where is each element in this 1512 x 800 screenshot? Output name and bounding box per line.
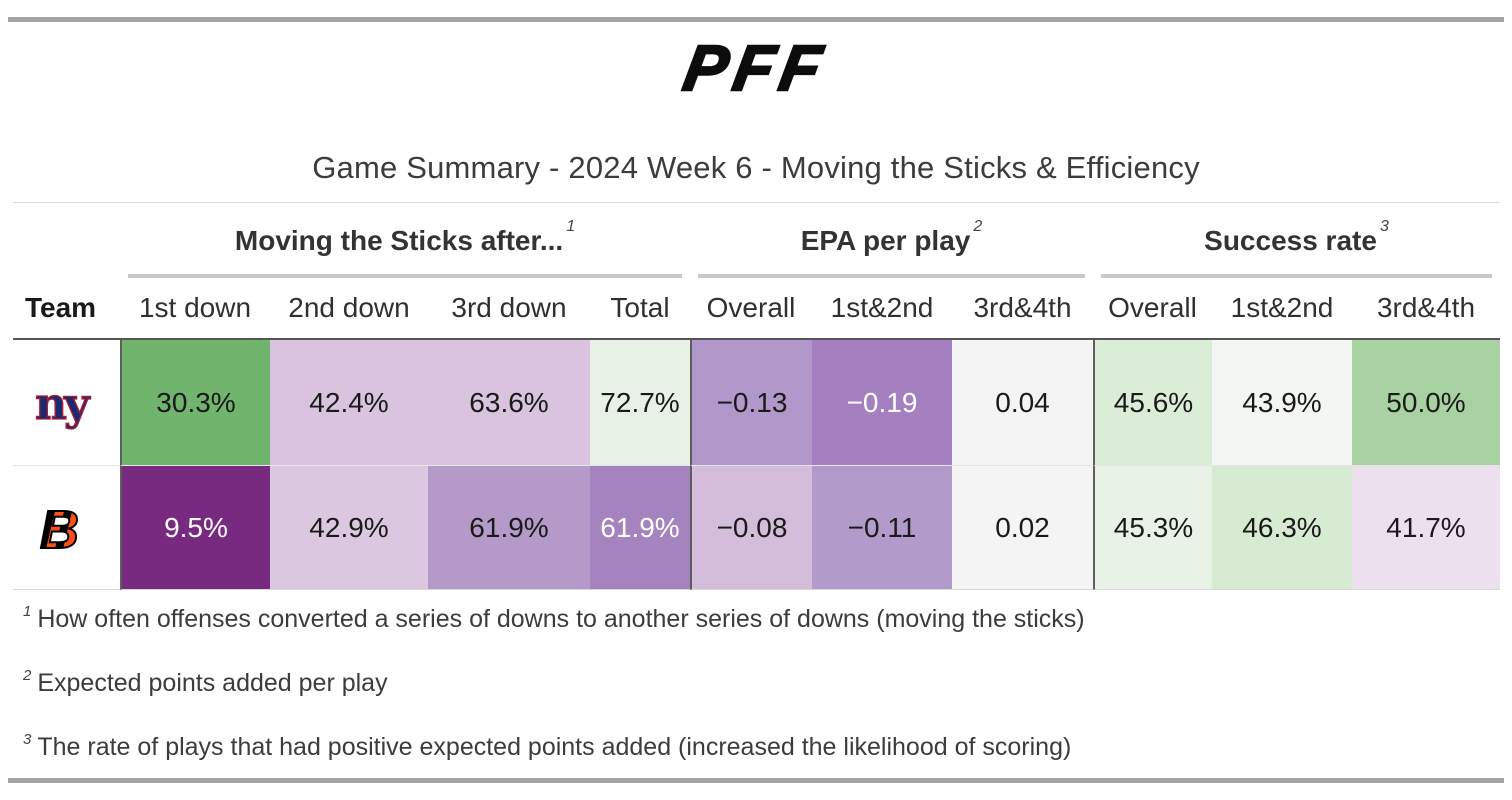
footnote-1: 1 How often offenses converted a series o… [23, 602, 1483, 640]
stats-table: Moving the Sticks after... 1 EPA per play… [13, 202, 1500, 590]
bottom-divider-bar [8, 778, 1504, 783]
footnote-marker: 1 [566, 217, 576, 235]
stat-cell: 9.5% [120, 465, 270, 590]
column-header-total: Total [590, 278, 690, 340]
column-header-2nd-down: 2nd down [270, 278, 428, 340]
logo-container: PFF [0, 31, 1512, 106]
group-underline [1101, 274, 1492, 278]
column-header-1st-down: 1st down [120, 278, 270, 340]
group-label: EPA per play [800, 224, 971, 256]
group-header-success-rate: Success rate 3 [1093, 203, 1500, 278]
column-header-epa-3rd4th: 3rd&4th [952, 278, 1093, 340]
column-header-epa-overall: Overall [690, 278, 812, 340]
team-cell-bengals: B B [13, 465, 120, 590]
stat-cell: −0.11 [812, 465, 952, 590]
column-header-team: Team [13, 278, 120, 340]
stat-cell: 61.9% [590, 465, 690, 590]
column-header-sr-1st2nd: 1st&2nd [1212, 278, 1352, 340]
footnote-2: 2 Expected points added per play [23, 666, 1483, 704]
group-underline [698, 274, 1085, 278]
column-header-epa-1st2nd: 1st&2nd [812, 278, 952, 340]
stat-cell: 72.7% [590, 340, 690, 465]
column-header-sr-3rd4th: 3rd&4th [1352, 278, 1500, 340]
giants-logo: ny [34, 378, 94, 430]
stat-cell: 43.9% [1212, 340, 1352, 465]
footnote-text: Expected points added per play [37, 669, 388, 697]
pff-logo: PFF [677, 31, 834, 106]
bengals-logo: B B [39, 499, 80, 557]
column-header-sr-overall: Overall [1093, 278, 1212, 340]
stat-cell: 46.3% [1212, 465, 1352, 590]
footnotes-section: 1 How often offenses converted a series o… [23, 602, 1483, 794]
footnote-marker: 3 [23, 731, 32, 748]
svg-text:B: B [40, 500, 79, 557]
stat-cell: 0.02 [952, 465, 1093, 590]
footnote-marker: 1 [23, 603, 32, 620]
footnote-3: 3 The rate of plays that had positive exp… [23, 730, 1483, 768]
stat-cell: 42.9% [270, 465, 428, 590]
stat-cell: 61.9% [428, 465, 590, 590]
footnote-text: How often offenses converted a series of… [37, 605, 1085, 633]
footnote-marker: 3 [1379, 217, 1389, 235]
stat-cell: 50.0% [1352, 340, 1500, 465]
footnote-text: The rate of plays that had positive expe… [37, 733, 1072, 761]
group-label: Success rate [1204, 224, 1377, 256]
stat-cell: 63.6% [428, 340, 590, 465]
stat-cell: −0.08 [690, 465, 812, 590]
stat-cell: 45.6% [1093, 340, 1212, 465]
group-label: Moving the Sticks after... [234, 224, 564, 256]
top-divider-bar [8, 17, 1504, 22]
svg-text:ny: ny [35, 379, 91, 430]
page-title: Game Summary - 2024 Week 6 - Moving the … [312, 150, 1200, 185]
footnote-marker: 2 [23, 667, 32, 684]
stat-cell: 41.7% [1352, 465, 1500, 590]
stat-cell: 0.04 [952, 340, 1093, 465]
stat-cell: 45.3% [1093, 465, 1212, 590]
group-header-spacer [13, 203, 120, 278]
stat-cell: −0.13 [690, 340, 812, 465]
footnote-marker: 2 [973, 217, 983, 235]
group-header-moving-the-sticks: Moving the Sticks after... 1 [120, 203, 690, 278]
group-underline [128, 274, 682, 278]
group-header-epa-per-play: EPA per play 2 [690, 203, 1093, 278]
column-header-3rd-down: 3rd down [428, 278, 590, 340]
stat-cell: −0.19 [812, 340, 952, 465]
stat-cell: 42.4% [270, 340, 428, 465]
stat-cell: 30.3% [120, 340, 270, 465]
team-cell-giants: ny [13, 340, 120, 465]
